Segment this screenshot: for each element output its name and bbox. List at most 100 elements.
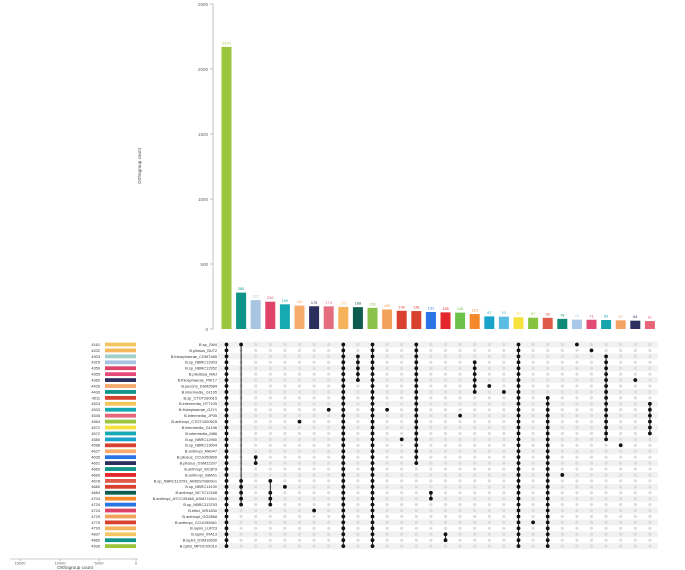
- matrix-dot-empty: [443, 544, 448, 548]
- matrix-dot-empty: [385, 520, 389, 525]
- matrix-dot-filled: [370, 413, 375, 418]
- matrix-dot-filled: [312, 508, 316, 513]
- matrix-dot-empty: [619, 425, 623, 430]
- matrix-dot-filled: [224, 461, 229, 465]
- matrix-dot-empty: [312, 378, 316, 382]
- matrix-dot-empty: [648, 503, 652, 507]
- set-size-bar-7: [105, 384, 136, 388]
- matrix-dot-filled: [545, 407, 550, 412]
- matrix-dot-empty: [531, 503, 535, 507]
- matrix-dot-empty: [414, 503, 418, 507]
- matrix-dot-empty: [604, 538, 608, 542]
- matrix-dot-empty: [633, 538, 637, 542]
- matrix-dot-filled: [648, 407, 652, 412]
- bar-8: [338, 306, 349, 329]
- matrix-dot-empty: [254, 414, 258, 418]
- matrix-dot-empty: [502, 402, 506, 406]
- matrix-dot-filled: [370, 443, 375, 448]
- matrix-dot-empty: [633, 485, 637, 489]
- matrix-dot-empty: [297, 437, 302, 441]
- matrix-dot-empty: [443, 449, 448, 453]
- matrix-dot-empty: [487, 473, 491, 477]
- matrix-dot-empty: [604, 485, 608, 489]
- matrix-dot-empty: [575, 520, 579, 525]
- set-size-bar-11: [105, 407, 136, 412]
- matrix-dot-filled: [472, 366, 477, 371]
- set-label-32: B.lupini_IRA13: [191, 532, 217, 537]
- matrix-dot-empty: [648, 526, 652, 530]
- matrix-dot-empty: [589, 396, 594, 400]
- set-size-label-26: 4704: [91, 496, 100, 501]
- bar-24: [571, 319, 582, 329]
- matrix-dot-filled: [370, 496, 375, 501]
- matrix-dot-empty: [589, 408, 594, 412]
- matrix-dot-empty: [385, 479, 389, 483]
- matrix-dot-empty: [560, 431, 564, 436]
- matrix-dot-empty: [560, 538, 564, 542]
- matrix-dot-empty: [575, 508, 579, 513]
- bar-28: [630, 320, 641, 329]
- set-label-33: B.lupini_DSM16930: [183, 538, 218, 543]
- matrix-dot-empty: [400, 419, 404, 424]
- matrix-dot-empty: [575, 396, 579, 400]
- bar-23: [557, 318, 568, 329]
- matrix-dot-empty: [283, 514, 287, 519]
- matrix-dot-empty: [546, 366, 550, 370]
- matrix-dot-filled: [224, 467, 229, 471]
- matrix-dot-empty: [356, 443, 360, 447]
- matrix-dot-empty: [254, 342, 258, 347]
- matrix-dot-empty: [356, 520, 360, 525]
- matrix-dot-filled: [545, 544, 550, 549]
- set-size-label-33: 4860: [91, 538, 100, 543]
- matrix-dot-filled: [516, 419, 521, 424]
- matrix-dot-empty: [473, 455, 477, 459]
- matrix-dot-empty: [297, 366, 302, 370]
- matrix-dot-empty: [400, 461, 404, 465]
- matrix-dot-filled: [545, 478, 550, 483]
- matrix-dot-empty: [312, 514, 316, 519]
- matrix-dot-empty: [589, 425, 594, 430]
- set-size-bar-3: [105, 360, 136, 365]
- set-size-label-11: 4533: [91, 407, 100, 412]
- matrix-row-bg-2: [218, 353, 658, 360]
- matrix-dot-empty: [589, 532, 594, 536]
- matrix-dot-filled: [472, 384, 477, 388]
- set-size-label-3: 4320: [91, 360, 100, 365]
- matrix-dot-empty: [327, 514, 331, 519]
- matrix-dot-empty: [473, 461, 477, 465]
- bar-15: [440, 312, 451, 329]
- set-size-label-30: 4775: [91, 520, 100, 525]
- matrix-dot-empty: [589, 378, 594, 382]
- matrix-dot-empty: [531, 514, 535, 519]
- matrix-dot-empty: [458, 532, 462, 536]
- matrix-dot-empty: [254, 538, 258, 542]
- matrix-dot-empty: [385, 497, 389, 501]
- matrix-dot-empty: [560, 408, 564, 412]
- matrix-dot-empty: [254, 354, 258, 358]
- matrix-dot-empty: [429, 378, 433, 382]
- matrix-dot-empty: [356, 508, 360, 513]
- matrix-row-bg-26: [218, 495, 658, 502]
- matrix-dot-empty: [589, 526, 594, 530]
- matrix-dot-filled: [560, 473, 565, 477]
- matrix-dot-filled: [224, 496, 229, 501]
- matrix-dot-empty: [531, 408, 535, 412]
- matrix-dot-empty: [414, 467, 418, 471]
- matrix-dot-filled: [516, 467, 521, 471]
- set-size-axis-title: Orthogroup count: [57, 565, 93, 570]
- matrix-dot-empty: [268, 402, 272, 406]
- matrix-dot-filled: [516, 514, 521, 519]
- matrix-dot-empty: [312, 414, 316, 418]
- set-size-bar-32: [105, 532, 136, 537]
- matrix-dot-empty: [327, 360, 331, 364]
- matrix-dot-empty: [502, 508, 506, 513]
- matrix-dot-empty: [268, 348, 272, 353]
- matrix-dot-filled: [516, 478, 521, 483]
- matrix-dot-empty: [458, 390, 462, 394]
- set-size-label-4: 4350: [91, 366, 100, 371]
- matrix-dot-empty: [648, 479, 652, 483]
- matrix-dot-empty: [385, 419, 389, 424]
- matrix-dot-empty: [312, 503, 316, 507]
- matrix-dot-filled: [224, 508, 229, 513]
